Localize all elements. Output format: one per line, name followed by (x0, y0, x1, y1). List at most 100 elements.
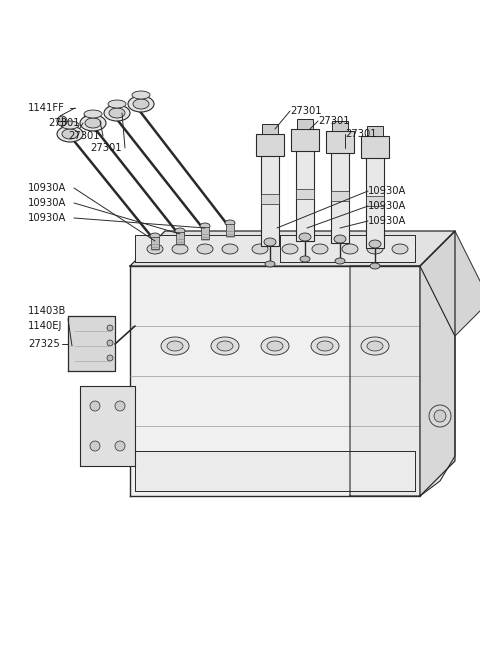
Ellipse shape (211, 337, 239, 355)
Bar (291, 129, 319, 151)
Ellipse shape (267, 341, 283, 351)
Polygon shape (135, 235, 270, 262)
Ellipse shape (128, 96, 154, 112)
Ellipse shape (334, 235, 346, 243)
Ellipse shape (265, 261, 275, 267)
Polygon shape (420, 231, 480, 336)
Circle shape (57, 116, 67, 126)
Bar (332, 121, 348, 131)
Bar (151, 237, 159, 249)
Polygon shape (130, 231, 455, 266)
Ellipse shape (84, 110, 102, 118)
Text: 10930A: 10930A (28, 198, 66, 208)
Text: 10930A: 10930A (28, 183, 66, 193)
Ellipse shape (172, 244, 188, 254)
Ellipse shape (147, 244, 163, 254)
Ellipse shape (109, 108, 125, 118)
Ellipse shape (300, 256, 310, 262)
Text: 27325: 27325 (28, 339, 60, 349)
Ellipse shape (225, 220, 235, 226)
Bar (261, 194, 279, 204)
Ellipse shape (150, 233, 160, 239)
Bar (176, 232, 184, 244)
Circle shape (107, 340, 113, 346)
Ellipse shape (133, 99, 149, 109)
Ellipse shape (367, 244, 383, 254)
Text: 10930A: 10930A (368, 186, 407, 196)
Polygon shape (280, 235, 415, 262)
Text: 27301: 27301 (318, 116, 349, 126)
Ellipse shape (167, 341, 183, 351)
Ellipse shape (252, 244, 268, 254)
Text: 10930A: 10930A (28, 213, 66, 223)
Bar (201, 227, 209, 239)
Polygon shape (350, 266, 455, 496)
Ellipse shape (62, 129, 78, 139)
Polygon shape (80, 386, 135, 466)
Bar (331, 148, 349, 243)
Ellipse shape (335, 258, 345, 264)
Ellipse shape (317, 341, 333, 351)
Circle shape (107, 325, 113, 331)
Bar (296, 189, 314, 199)
Polygon shape (130, 266, 420, 496)
Ellipse shape (104, 105, 130, 121)
Ellipse shape (132, 91, 150, 99)
Bar (366, 153, 384, 248)
Ellipse shape (370, 263, 380, 269)
Ellipse shape (175, 228, 185, 234)
Ellipse shape (342, 244, 358, 254)
Ellipse shape (200, 223, 210, 229)
Text: 27301: 27301 (68, 131, 100, 141)
Text: 10930A: 10930A (368, 201, 407, 211)
Ellipse shape (434, 410, 446, 422)
Circle shape (115, 401, 125, 411)
Ellipse shape (85, 118, 101, 128)
Polygon shape (420, 231, 455, 496)
Bar (366, 196, 384, 206)
Text: 27301: 27301 (90, 143, 121, 153)
Ellipse shape (311, 337, 339, 355)
Ellipse shape (161, 337, 189, 355)
Text: 1141FF: 1141FF (28, 103, 65, 113)
Ellipse shape (57, 126, 83, 142)
Bar (361, 136, 389, 158)
Text: 27301: 27301 (345, 129, 377, 139)
Ellipse shape (108, 100, 126, 108)
Bar (326, 131, 354, 153)
Text: 11403B: 11403B (28, 306, 66, 316)
Ellipse shape (367, 341, 383, 351)
Text: 1140EJ: 1140EJ (28, 321, 62, 331)
Text: 27301: 27301 (290, 106, 322, 116)
Ellipse shape (361, 337, 389, 355)
Bar (367, 126, 383, 136)
Ellipse shape (197, 244, 213, 254)
Circle shape (90, 441, 100, 451)
Ellipse shape (312, 244, 328, 254)
Ellipse shape (264, 238, 276, 246)
Bar (262, 124, 278, 134)
Bar (331, 191, 349, 201)
Bar (296, 146, 314, 241)
Ellipse shape (282, 244, 298, 254)
Bar (256, 134, 284, 156)
Polygon shape (135, 451, 415, 491)
Bar (261, 151, 279, 246)
Ellipse shape (222, 244, 238, 254)
Bar (297, 119, 313, 129)
Ellipse shape (429, 405, 451, 427)
Circle shape (90, 401, 100, 411)
Ellipse shape (261, 337, 289, 355)
Text: 10930A: 10930A (368, 216, 407, 226)
Ellipse shape (217, 341, 233, 351)
Ellipse shape (369, 240, 381, 248)
Circle shape (115, 441, 125, 451)
Ellipse shape (299, 233, 311, 241)
Ellipse shape (80, 115, 106, 131)
Ellipse shape (392, 244, 408, 254)
Ellipse shape (61, 121, 79, 129)
Text: 27301: 27301 (48, 118, 80, 128)
Circle shape (107, 355, 113, 361)
Polygon shape (68, 316, 115, 371)
Bar (226, 224, 234, 236)
